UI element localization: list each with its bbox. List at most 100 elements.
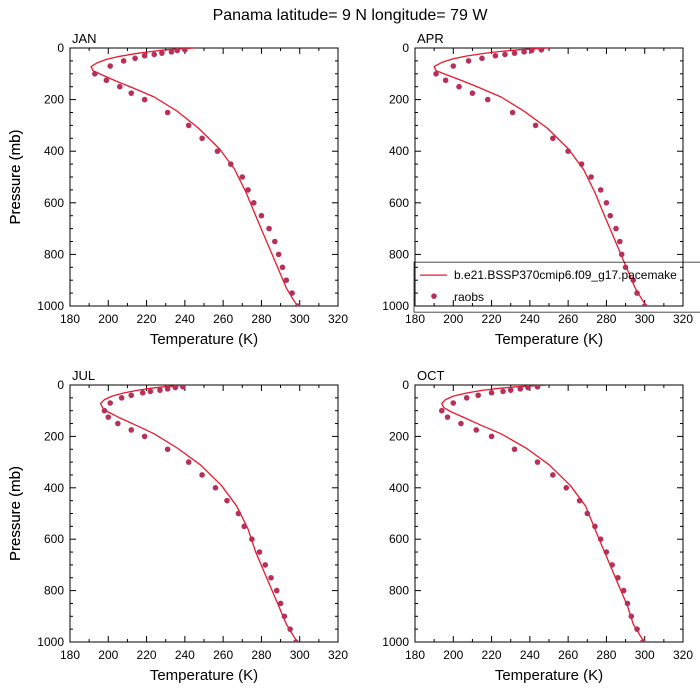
x-tick-label: 300 (290, 648, 310, 662)
raobs-point (565, 148, 571, 154)
raobs-point (607, 212, 614, 219)
raobs-point (157, 387, 163, 393)
raobs-point (622, 264, 629, 271)
x-tick-label: 220 (482, 648, 502, 662)
raobs-point (241, 523, 247, 530)
y-tick-label: 800 (44, 247, 64, 261)
raobs-point (615, 574, 621, 581)
raobs-point (283, 277, 290, 284)
raobs-point (550, 472, 556, 478)
raobs-point (463, 395, 470, 401)
raobs-point (212, 485, 219, 491)
x-tick-label: 220 (482, 312, 502, 326)
y-tick-label: 800 (389, 584, 409, 598)
y-tick-label: 600 (389, 532, 409, 546)
x-tick-label: 240 (520, 312, 540, 326)
raobs-point (550, 135, 556, 142)
y-tick-label: 200 (389, 93, 409, 107)
raobs-point (268, 574, 274, 581)
raobs-point (132, 55, 138, 62)
raobs-point (456, 83, 462, 90)
raobs-point (439, 407, 445, 414)
raobs-point (103, 77, 110, 84)
series-group (99, 385, 299, 642)
raobs-point (147, 388, 154, 395)
panel-jul: 180 200 220 240 260 280 300 320 0 200 400 600 800 100… (7, 368, 348, 684)
x-tick-label: 280 (596, 312, 616, 326)
y-axis-title: Pressure (mb) (7, 129, 24, 224)
legend-box (413, 261, 700, 313)
raobs-point (640, 639, 646, 642)
raobs-point (500, 388, 506, 395)
raobs-point (634, 290, 640, 296)
x-tick-label: 200 (98, 312, 118, 326)
y-tick-label: 400 (389, 481, 409, 495)
raobs-point (275, 251, 282, 258)
raobs-point (473, 427, 480, 433)
raobs-point (624, 600, 631, 607)
panel-jan: 180 200 220 240 260 280 300 320 0 200 400 600 800 100… (7, 31, 348, 348)
y-tick-label: 1000 (37, 635, 64, 649)
x-tick-label: 320 (328, 648, 348, 662)
raobs-point (249, 536, 255, 542)
raobs-point (235, 510, 242, 517)
raobs-point (592, 523, 598, 530)
x-tick-label: 240 (175, 648, 195, 662)
raobs-point (534, 385, 541, 390)
raobs-point (180, 385, 186, 390)
raobs-point (164, 446, 171, 453)
raobs-point (465, 58, 472, 64)
raobs-point (141, 433, 148, 440)
raobs-point (469, 90, 476, 96)
raobs-point (245, 187, 251, 193)
y-tick-label: 400 (389, 144, 409, 158)
raobs-point (609, 562, 615, 568)
raobs-point (576, 497, 583, 504)
raobs-point (563, 485, 570, 491)
raobs-point (199, 135, 205, 142)
raobs-point (618, 251, 625, 258)
x-tick-label: 180 (60, 312, 80, 326)
y-tick-label: 0 (402, 378, 409, 392)
raobs-point (458, 420, 464, 427)
panel-oct: 180 200 220 240 260 280 300 320 0 200 400 600 800 100… (7, 368, 693, 684)
x-tick-label: 280 (251, 648, 271, 662)
raobs-point (279, 264, 286, 271)
y-axis-title: Pressure (mb) (7, 466, 24, 561)
raobs-point (164, 386, 171, 392)
raobs-point (120, 58, 127, 64)
raobs-point (199, 472, 205, 478)
raobs-point (442, 77, 449, 84)
x-tick-label: 260 (213, 312, 233, 326)
x-tick-label: 180 (405, 312, 425, 326)
raobs-point (139, 389, 146, 396)
x-tick-label: 200 (443, 312, 463, 326)
raobs-point (185, 459, 192, 465)
y-tick-label: 400 (44, 144, 64, 158)
raobs-point (484, 96, 491, 103)
panel-label: JUL (72, 368, 95, 383)
y-tick-label: 600 (389, 196, 409, 210)
model-line (441, 385, 646, 642)
raobs-point (141, 96, 148, 103)
raobs-point (603, 549, 610, 555)
raobs-point (628, 613, 635, 620)
raobs-point (168, 49, 175, 55)
x-tick-label: 260 (558, 312, 578, 326)
raobs-point (164, 109, 171, 116)
raobs-point (107, 63, 113, 69)
raobs-point (287, 626, 293, 632)
x-tick-label: 200 (443, 648, 463, 662)
x-tick-label: 260 (213, 648, 233, 662)
raobs-point (128, 427, 135, 433)
raobs-point (182, 48, 188, 53)
x-tick-label: 320 (673, 312, 693, 326)
y-tick-label: 600 (44, 196, 64, 210)
raobs-point (281, 613, 288, 620)
panel-label: APR (417, 31, 444, 46)
raobs-point (262, 562, 269, 568)
raobs-point (502, 51, 508, 58)
raobs-point (118, 395, 125, 401)
x-tick-label: 200 (98, 648, 118, 662)
y-tick-label: 1000 (382, 635, 409, 649)
